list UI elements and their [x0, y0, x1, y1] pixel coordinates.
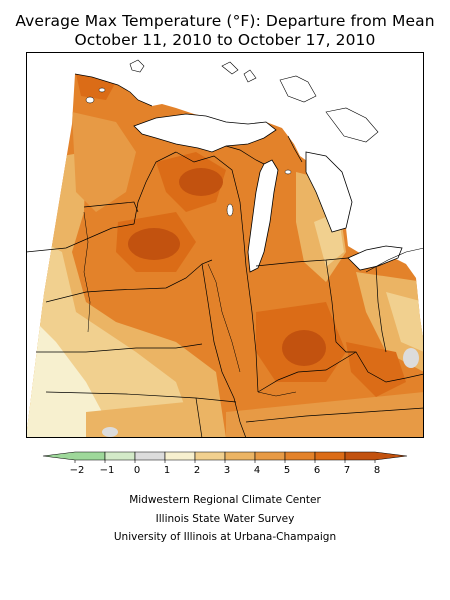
legend-tick-label-6: 4 — [254, 465, 260, 476]
credit-line-1: Midwestern Regional Climate Center — [129, 494, 321, 506]
map-title-line-1: Average Max Temperature (°F): Departure … — [15, 12, 435, 30]
legend-tick-label-1: −1 — [100, 465, 115, 476]
credit-line-3: University of Illinois at Urbana-Champai… — [113, 531, 337, 543]
legend-swatch-1 — [104, 451, 136, 461]
legend-tick-label-9: 7 — [344, 465, 350, 476]
map-title-line-2: October 11, 2010 to October 17, 2010 — [74, 31, 376, 49]
legend-swatch-2 — [134, 451, 166, 461]
legend-tick-label-2: 0 — [134, 465, 140, 476]
credit-line-2: Illinois State Water Survey — [155, 513, 295, 525]
legend-swatch-5 — [224, 451, 256, 461]
legend-tick-label-7: 5 — [284, 465, 290, 476]
legend-swatch-9 — [344, 451, 408, 461]
legend-bar — [42, 451, 408, 461]
legend-tick-label-5: 3 — [224, 465, 230, 476]
legend-swatch-6 — [254, 451, 286, 461]
legend-tick-label-8: 6 — [314, 465, 320, 476]
legend-swatch-3 — [164, 451, 196, 461]
legend-tick-label-0: −2 — [70, 465, 85, 476]
legend-swatch-8 — [314, 451, 346, 461]
legend-tick-label-3: 1 — [164, 465, 170, 476]
legend-ticks: −2 −1 0 1 2 3 4 5 6 7 8 — [70, 460, 380, 476]
temperature-departure-map — [26, 52, 424, 438]
legend-swatch-0 — [42, 451, 106, 461]
legend-tick-label-10: 8 — [374, 465, 380, 476]
legend-tick-label-4: 2 — [194, 465, 200, 476]
legend-swatch-7 — [284, 451, 316, 461]
color-scale-legend: −2 −1 0 1 2 3 4 5 6 7 8 — [42, 451, 408, 476]
legend-swatch-4 — [194, 451, 226, 461]
